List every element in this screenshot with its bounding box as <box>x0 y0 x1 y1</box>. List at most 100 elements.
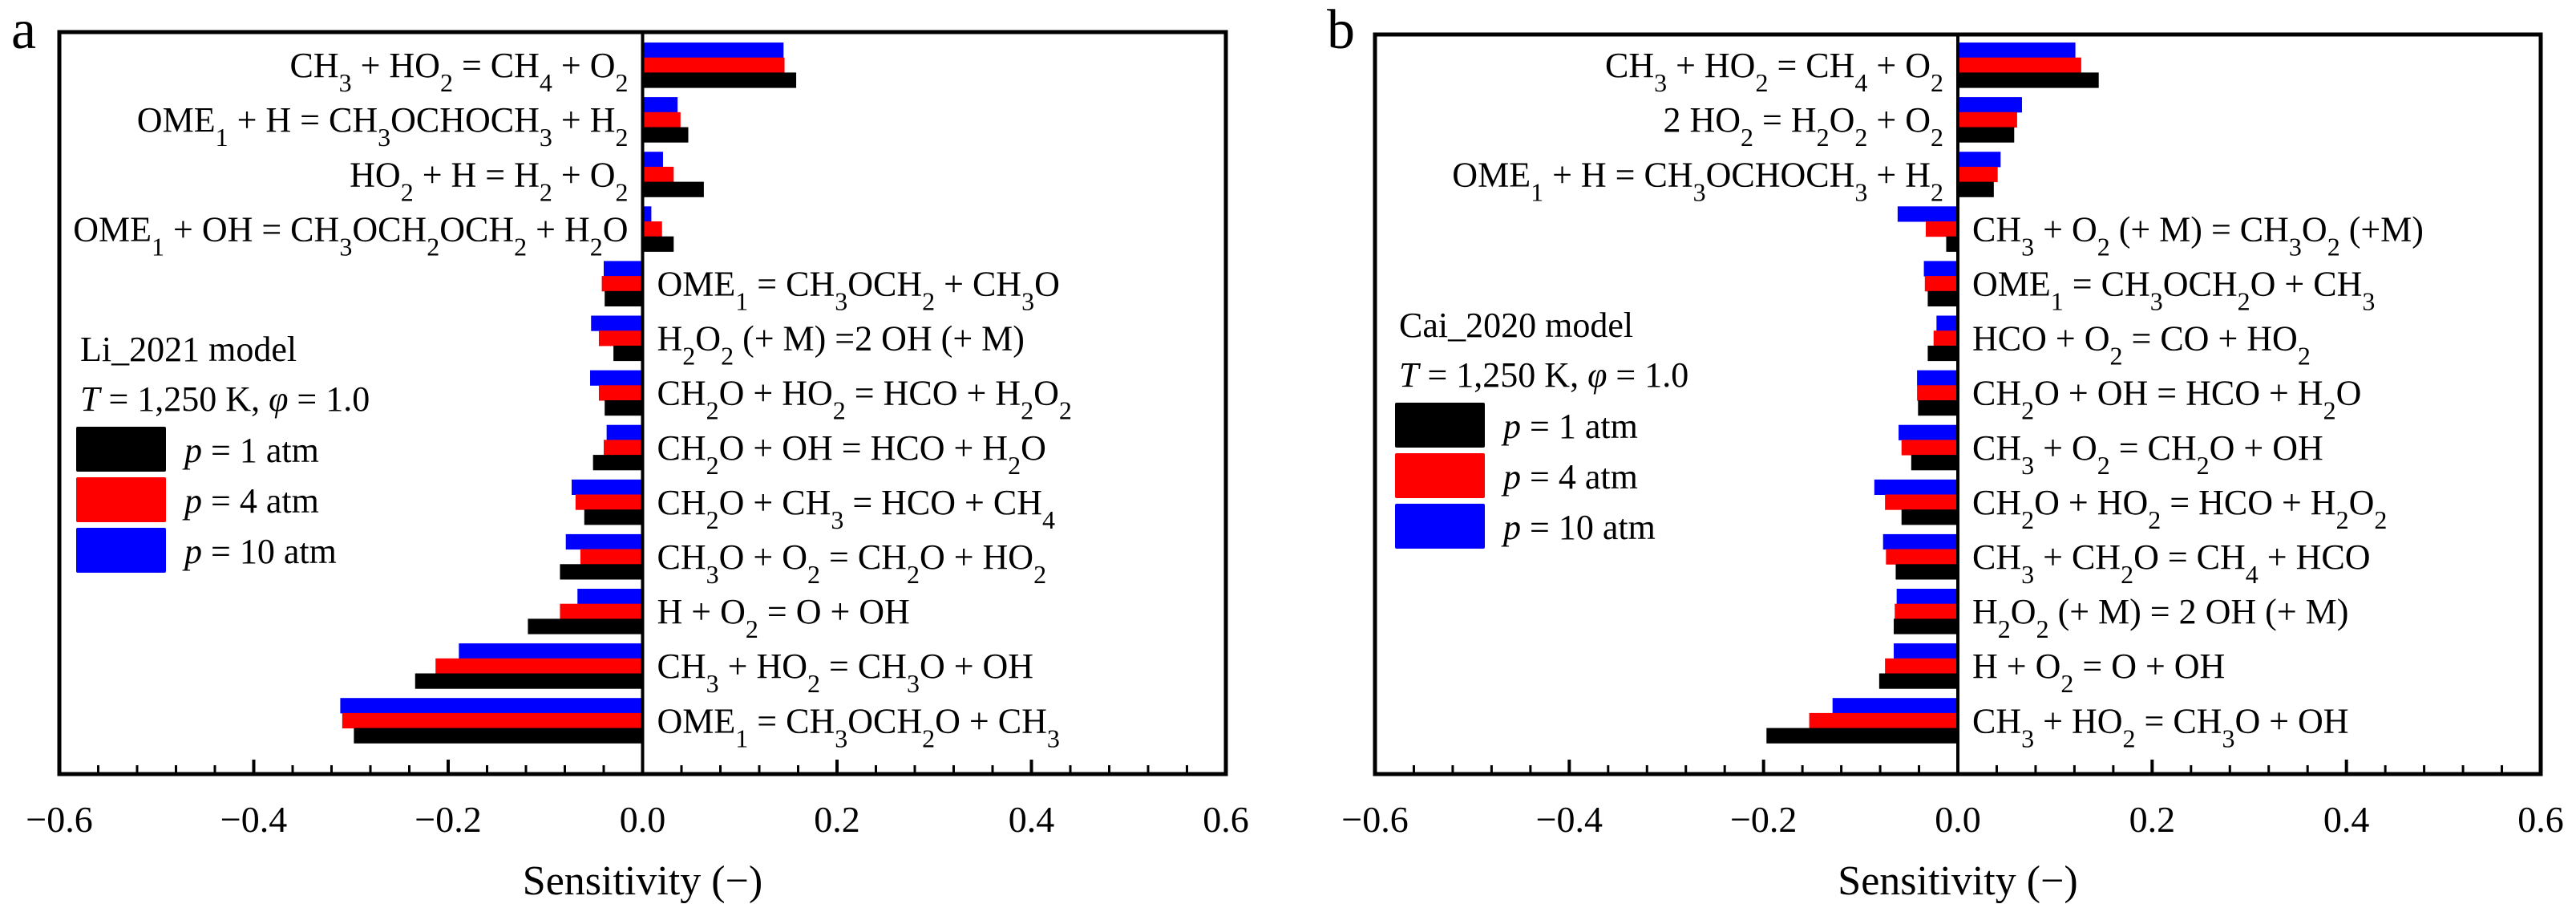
legend-value: = 4 atm <box>1521 457 1638 497</box>
category-label: CH2O + HO2 = HCO + H2O2 <box>657 374 1072 425</box>
bar-group <box>1958 43 2099 88</box>
label-part: O + CH <box>2250 264 2363 303</box>
subscript: 1 <box>735 286 748 315</box>
label-part: = CH <box>820 647 907 686</box>
x-tick-label: 0.2 <box>2129 799 2176 840</box>
bar-1atm <box>613 345 643 362</box>
label-part: = CH <box>2110 428 2197 468</box>
bar-4atm <box>601 276 643 292</box>
label-part: (+M) <box>2340 209 2424 249</box>
subscript: 2 <box>746 614 758 643</box>
bar-10atm <box>1832 698 1958 714</box>
x-tick-label: 0.6 <box>2517 799 2564 840</box>
label-part: HCO + O <box>1972 319 2110 359</box>
label-part: OCH <box>439 209 514 249</box>
bar-10atm <box>642 97 678 113</box>
label-part: OCH <box>847 701 922 740</box>
label-part: + O <box>552 46 616 85</box>
x-tick-label: −0.6 <box>26 799 92 840</box>
subscript: 3 <box>907 669 920 698</box>
subscript: 2 <box>616 123 629 152</box>
legend-label: p = 10 atm <box>1501 508 1656 547</box>
label-part: = CH <box>820 537 907 577</box>
legend-swatch <box>1395 403 1485 448</box>
label-part: CH <box>1972 483 2021 522</box>
subscript: 3 <box>2021 232 2034 261</box>
label-part: + HO <box>1667 46 1755 85</box>
x-tick-label: 0.2 <box>814 799 860 840</box>
label-part: = CH <box>748 264 835 303</box>
legend-label: p = 10 atm <box>182 532 337 571</box>
bar-1atm <box>1911 455 1958 471</box>
label-part: OME <box>1452 155 1531 194</box>
subscript: 2 <box>2327 232 2340 261</box>
label-part: = H <box>1753 100 1817 140</box>
subscript: 3 <box>2150 286 2163 315</box>
panel-letter: a <box>11 0 36 61</box>
bar-group <box>340 698 643 744</box>
bar-10atm <box>1923 261 1958 277</box>
subscript: 3 <box>1654 68 1667 97</box>
subscript: 3 <box>378 123 390 152</box>
subscript: 2 <box>1817 123 1830 152</box>
legend-p-symbol: p <box>1501 508 1521 547</box>
label-part: OME <box>1972 264 2051 303</box>
legend-item: p = 4 atm <box>76 477 319 522</box>
bar-group <box>1927 315 1958 362</box>
label-part: = CH <box>748 701 835 740</box>
subscript: 2 <box>2021 396 2034 425</box>
label-part: (+ M) = 2 OH (+ M) <box>2049 592 2349 631</box>
subscript: 2 <box>682 342 695 371</box>
bar-10atm <box>565 533 643 550</box>
legend-value: = 10 atm <box>202 532 337 571</box>
subscript: 3 <box>1854 177 1867 206</box>
bar-10atm <box>459 643 643 659</box>
subscript: 1 <box>216 123 228 152</box>
label-part: OCH <box>847 264 922 303</box>
label-part: + H = CH <box>228 100 378 140</box>
category-label: 2 HO2 = H2O2 + O2 <box>1663 100 1943 152</box>
bar-4atm <box>1926 221 1958 237</box>
subscript: 2 <box>706 505 719 534</box>
bar-4atm <box>1917 385 1958 401</box>
bar-group <box>415 643 643 689</box>
subscript: 2 <box>1033 560 1046 589</box>
subscript: 1 <box>1531 177 1543 206</box>
bar-group <box>592 424 643 471</box>
bar-1atm <box>642 181 704 197</box>
category-label: OME1 = CH3OCH2 + CH3O <box>657 264 1060 315</box>
legend-item: p = 10 atm <box>1395 504 1656 549</box>
subscript: 3 <box>1047 724 1060 752</box>
bar-10atm <box>340 698 643 714</box>
conditions-part: = 1.0 <box>288 379 370 419</box>
label-part: + CH <box>935 264 1021 303</box>
bar-4atm <box>1924 276 1958 292</box>
subscript: 2 <box>2097 451 2110 480</box>
conditions-part: φ <box>269 379 288 419</box>
legend-p-symbol: p <box>182 431 202 470</box>
subscript: 2 <box>907 560 920 589</box>
subscript: 2 <box>706 396 719 425</box>
label-part: + HO <box>2034 701 2122 740</box>
label-part: + H <box>552 100 616 140</box>
label-part: = O + OH <box>2073 647 2225 686</box>
category-label: CH2O + OH = HCO + H2O <box>657 428 1046 480</box>
legend-label: p = 4 atm <box>1501 457 1638 497</box>
label-part: O <box>2336 374 2362 413</box>
category-label: H + O2 = O + OH <box>1972 647 2225 698</box>
label-part: (+ M) = CH <box>2110 209 2289 249</box>
bar-4atm <box>1958 57 2081 73</box>
bar-4atm <box>1933 330 1958 347</box>
bar-group <box>1878 643 1958 689</box>
subscript: 1 <box>152 232 164 261</box>
bar-1atm <box>528 618 643 634</box>
subscript: 2 <box>2238 286 2250 315</box>
bar-10atm <box>1936 315 1958 331</box>
legend-value: = 4 atm <box>202 481 319 521</box>
label-part: = CO + HO <box>2123 319 2298 359</box>
bar-group <box>642 152 704 197</box>
subscript: 2 <box>2123 724 2136 752</box>
bar-10atm <box>604 261 643 277</box>
bar-group <box>642 97 689 143</box>
bar-1atm <box>1894 618 1958 634</box>
